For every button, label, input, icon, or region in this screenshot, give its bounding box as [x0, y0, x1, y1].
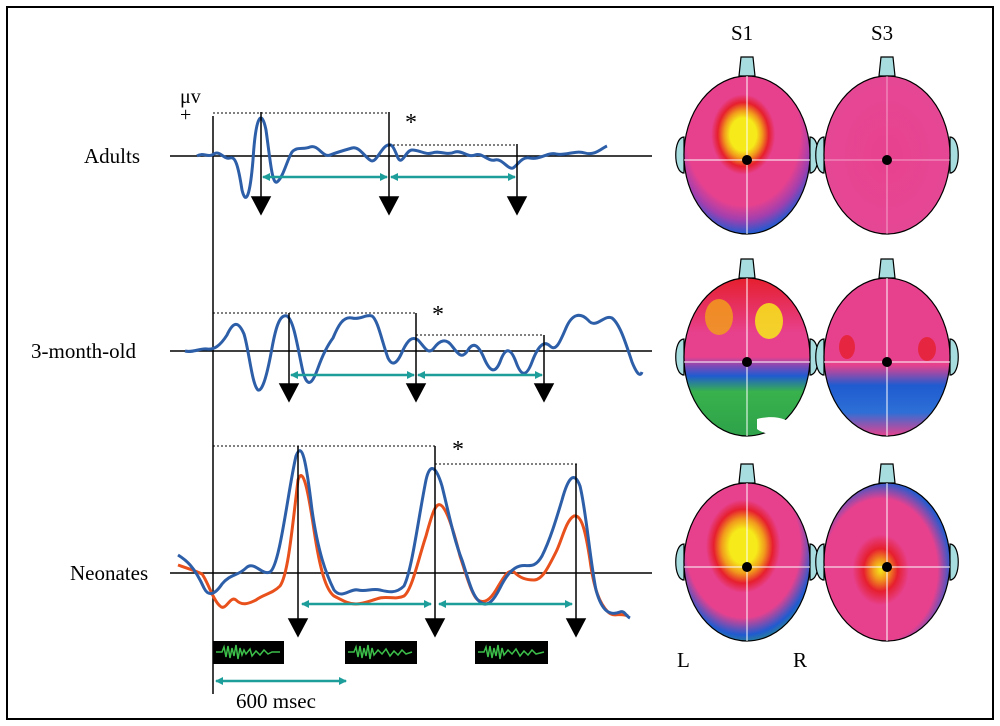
- map-column-s1: S1: [731, 21, 754, 45]
- latency-markers-adults: [250, 112, 528, 216]
- row-label-infants: 3-month-old: [31, 339, 136, 363]
- trace-adults: [196, 116, 608, 199]
- latency-markers-neonates: [287, 446, 587, 638]
- scalp-map-infants-s1: [675, 258, 819, 437]
- interval-arrows: [215, 173, 573, 685]
- figure-frame: [6, 6, 994, 720]
- trace-infants: [184, 313, 644, 392]
- sound-stimuli: [213, 641, 548, 664]
- scalp-map-adults-s3: [815, 56, 959, 235]
- polarity-label: +: [180, 104, 192, 126]
- map-column-s3: S3: [871, 21, 894, 45]
- significance-asterisk-infants: *: [432, 302, 444, 328]
- hemisphere-right-label: R: [793, 648, 808, 672]
- row-label-adults: Adults: [84, 144, 141, 168]
- latency-markers-infants: [278, 313, 555, 403]
- row-label-neonates: Neonates: [70, 561, 149, 585]
- y-unit-label: μv: [180, 86, 201, 108]
- scalp-map-neonates-s3: [815, 463, 959, 642]
- trace-neonates-orange: [177, 474, 629, 618]
- scalp-map-neonates-s1: [675, 463, 819, 642]
- scalp-map-infants-s3: [815, 258, 959, 437]
- significance-asterisk-adults: *: [405, 110, 417, 136]
- time-scale-label: 600 msec: [236, 689, 316, 713]
- significance-asterisk-neonates: *: [452, 437, 464, 463]
- scalp-map-adults-s1: [675, 56, 819, 235]
- hemisphere-left-label: L: [677, 648, 690, 672]
- trace-neonates-blue: [177, 449, 631, 620]
